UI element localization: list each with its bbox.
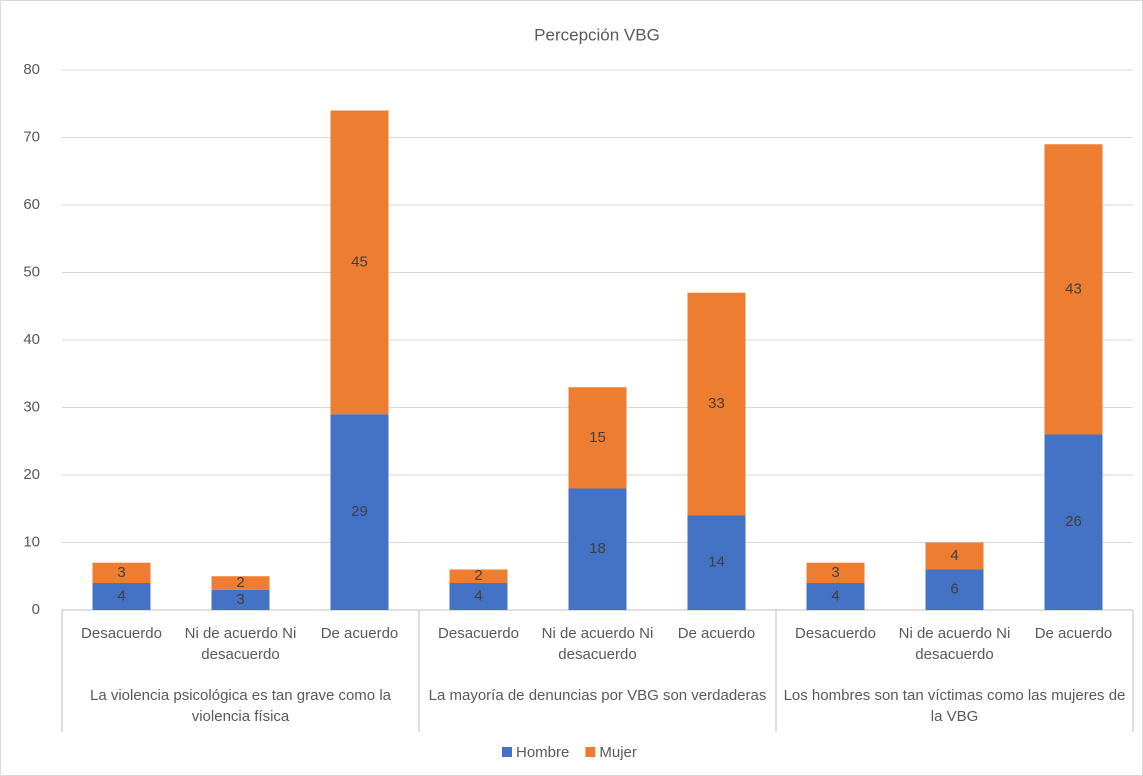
data-label: 18 bbox=[589, 540, 606, 557]
data-label: 3 bbox=[236, 591, 244, 608]
x-tick-label: De acuerdo bbox=[677, 625, 756, 642]
bar-segment bbox=[92, 562, 151, 583]
data-label: 3 bbox=[831, 564, 839, 581]
x-tick-label: De acuerdo bbox=[320, 625, 399, 642]
bar-segment bbox=[568, 387, 627, 489]
data-label: 33 bbox=[708, 395, 725, 412]
x-tick-label: De acuerdo bbox=[1034, 625, 1113, 642]
y-tick-label: 30 bbox=[23, 398, 40, 415]
y-tick-label: 60 bbox=[23, 196, 40, 213]
data-label: 2 bbox=[474, 567, 482, 584]
y-tick-label: 0 bbox=[32, 601, 40, 618]
legend-swatch bbox=[585, 747, 596, 757]
x-tick-label: Desacuerdo bbox=[795, 625, 876, 642]
data-label: 29 bbox=[351, 503, 368, 520]
data-label: 2 bbox=[236, 574, 244, 591]
y-tick-label: 20 bbox=[23, 466, 40, 483]
legend-label: Hombre bbox=[516, 744, 569, 761]
bar-segment bbox=[925, 542, 984, 570]
data-label: 4 bbox=[117, 587, 125, 604]
bar-segment bbox=[211, 589, 270, 610]
data-label: 15 bbox=[589, 429, 606, 446]
data-label: 6 bbox=[950, 581, 958, 598]
y-tick-label: 80 bbox=[23, 61, 40, 78]
x-tick-label: Ni de acuerdo Ni desacuerdo bbox=[541, 625, 654, 663]
bar-segment bbox=[92, 583, 151, 610]
y-tick-label: 50 bbox=[23, 263, 40, 280]
bar-segment bbox=[568, 488, 627, 610]
bar-segment bbox=[806, 583, 865, 610]
y-tick-label: 40 bbox=[23, 331, 40, 348]
bar-segment bbox=[449, 569, 508, 583]
legend-label: Mujer bbox=[599, 744, 637, 761]
x-tick-label: Ni de acuerdo Ni desacuerdo bbox=[898, 625, 1011, 663]
data-label: 43 bbox=[1065, 280, 1082, 297]
data-label: 26 bbox=[1065, 513, 1082, 530]
bar-segment bbox=[806, 562, 865, 583]
bar-segment bbox=[1044, 144, 1103, 435]
bar-segment bbox=[1044, 434, 1103, 610]
bar-segment bbox=[211, 576, 270, 590]
data-label: 4 bbox=[950, 547, 958, 564]
x-tick-label: Desacuerdo bbox=[438, 625, 519, 642]
data-label: 3 bbox=[117, 564, 125, 581]
bar-segment bbox=[330, 110, 389, 415]
y-tick-label: 70 bbox=[23, 128, 40, 145]
data-label: 4 bbox=[474, 587, 482, 604]
group-label: La mayoría de denuncias por VBG son verd… bbox=[428, 687, 767, 704]
group-label: La violencia psicológica es tan grave co… bbox=[89, 687, 391, 725]
data-label: 14 bbox=[708, 554, 725, 571]
bar-segment bbox=[330, 414, 389, 610]
x-tick-label: Ni de acuerdo Ni desacuerdo bbox=[184, 625, 297, 663]
x-tick-label: Desacuerdo bbox=[81, 625, 162, 642]
bar-segment bbox=[925, 569, 984, 610]
data-label: 4 bbox=[831, 587, 839, 604]
chart-title: Percepción VBG bbox=[534, 25, 660, 44]
data-label: 45 bbox=[351, 253, 368, 270]
bar-segment bbox=[687, 515, 746, 610]
group-label: Los hombres son tan víctimas como las mu… bbox=[783, 687, 1126, 725]
bar-segment bbox=[449, 583, 508, 610]
bar-segment bbox=[687, 292, 746, 516]
y-tick-label: 10 bbox=[23, 533, 40, 550]
legend-swatch bbox=[502, 747, 512, 757]
